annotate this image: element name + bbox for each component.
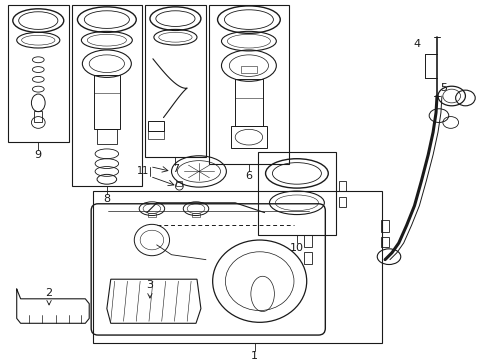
Bar <box>176 181 182 186</box>
Bar <box>148 121 163 131</box>
Bar <box>192 213 200 217</box>
Bar <box>208 5 288 163</box>
Bar <box>338 197 345 207</box>
Bar <box>93 191 381 343</box>
Bar <box>34 111 42 122</box>
Text: 1: 1 <box>251 351 258 360</box>
Text: 7: 7 <box>171 165 179 175</box>
Bar <box>148 213 156 217</box>
Text: 9: 9 <box>35 150 42 160</box>
Text: 6: 6 <box>245 171 252 181</box>
Bar <box>148 131 163 139</box>
Text: 2: 2 <box>45 288 53 305</box>
Text: 11: 11 <box>137 166 149 176</box>
Text: 10: 10 <box>289 243 304 253</box>
Bar <box>303 235 311 247</box>
Text: 4: 4 <box>413 39 420 49</box>
Bar <box>231 126 266 148</box>
Bar <box>94 76 120 129</box>
Bar <box>257 152 335 235</box>
Bar <box>97 129 117 144</box>
Bar <box>303 252 311 264</box>
Text: 3: 3 <box>146 280 153 298</box>
Bar <box>235 79 262 126</box>
Bar <box>71 5 142 186</box>
Bar <box>380 220 388 232</box>
Text: 8: 8 <box>103 194 110 204</box>
Bar <box>241 66 256 73</box>
Bar <box>8 5 68 142</box>
Bar <box>380 237 388 247</box>
Bar <box>338 181 345 191</box>
Text: 5: 5 <box>440 83 447 93</box>
Bar <box>145 5 205 157</box>
